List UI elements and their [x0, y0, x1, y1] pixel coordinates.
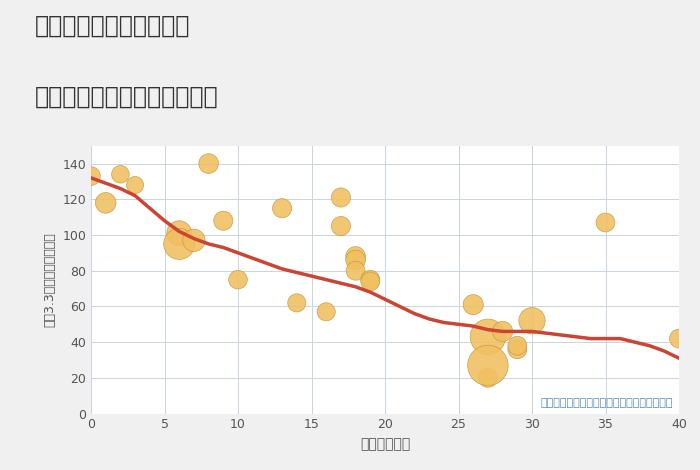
- Point: [468, 301, 479, 308]
- Point: [350, 267, 361, 274]
- Point: [482, 374, 493, 382]
- Point: [130, 181, 141, 189]
- Point: [512, 345, 523, 353]
- Point: [291, 299, 302, 306]
- Point: [482, 361, 493, 369]
- Point: [350, 253, 361, 260]
- Point: [276, 204, 288, 212]
- Point: [512, 342, 523, 350]
- Text: 円の大きさは、取引のあった物件面積を示す: 円の大きさは、取引のあった物件面積を示す: [540, 398, 673, 408]
- Text: 奈良県奈良市帝塚山南の: 奈良県奈良市帝塚山南の: [35, 14, 190, 38]
- Point: [232, 276, 244, 283]
- X-axis label: 築年数（年）: 築年数（年）: [360, 437, 410, 451]
- Point: [174, 229, 185, 237]
- Point: [115, 171, 126, 178]
- Point: [482, 333, 493, 341]
- Point: [335, 222, 346, 230]
- Point: [526, 317, 538, 324]
- Point: [100, 199, 111, 207]
- Point: [335, 194, 346, 201]
- Point: [321, 308, 332, 315]
- Point: [85, 172, 97, 180]
- Text: 築年数別中古マンション価格: 築年数別中古マンション価格: [35, 85, 218, 109]
- Point: [497, 328, 508, 335]
- Point: [600, 219, 611, 226]
- Point: [365, 278, 376, 285]
- Point: [218, 217, 229, 225]
- Point: [365, 276, 376, 283]
- Y-axis label: 坪（3.3㎡）単価（万円）: 坪（3.3㎡）単価（万円）: [43, 232, 57, 327]
- Point: [188, 236, 199, 244]
- Point: [673, 335, 685, 342]
- Point: [174, 240, 185, 248]
- Point: [350, 256, 361, 264]
- Point: [203, 160, 214, 167]
